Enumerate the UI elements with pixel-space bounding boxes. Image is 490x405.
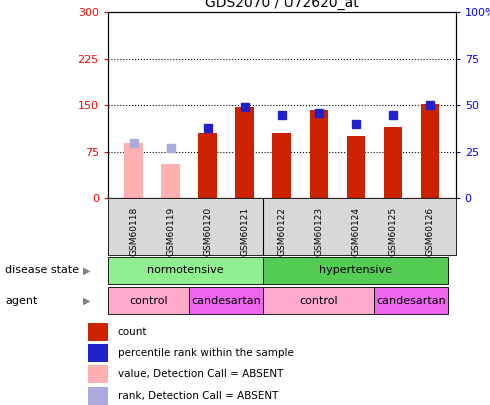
Bar xyxy=(88,344,108,362)
Bar xyxy=(272,133,291,198)
Text: GSM60123: GSM60123 xyxy=(314,207,323,256)
Bar xyxy=(346,136,365,198)
Text: candesartan: candesartan xyxy=(192,296,261,306)
Text: count: count xyxy=(118,327,147,337)
Bar xyxy=(236,107,254,198)
Text: hypertensive: hypertensive xyxy=(319,265,392,275)
Text: control: control xyxy=(299,296,338,306)
Text: GSM60126: GSM60126 xyxy=(425,207,434,256)
Title: GDS2070 / U72620_at: GDS2070 / U72620_at xyxy=(205,0,359,10)
Bar xyxy=(198,133,217,198)
Text: ▶: ▶ xyxy=(83,296,91,306)
Bar xyxy=(263,257,448,284)
Bar xyxy=(384,127,402,198)
Bar xyxy=(420,104,439,198)
Bar xyxy=(124,143,143,198)
Text: ▶: ▶ xyxy=(83,265,91,275)
Bar xyxy=(263,287,374,314)
Bar xyxy=(88,387,108,405)
Bar xyxy=(374,287,448,314)
Text: GSM60119: GSM60119 xyxy=(166,207,175,256)
Text: GSM60118: GSM60118 xyxy=(129,207,138,256)
Bar xyxy=(310,110,328,198)
Text: GSM60124: GSM60124 xyxy=(351,207,360,256)
Text: GSM60122: GSM60122 xyxy=(277,207,286,256)
Text: control: control xyxy=(129,296,168,306)
Bar xyxy=(189,287,263,314)
Text: candesartan: candesartan xyxy=(376,296,446,306)
Text: agent: agent xyxy=(5,296,37,306)
Text: GSM60120: GSM60120 xyxy=(203,207,212,256)
Text: disease state: disease state xyxy=(5,265,79,275)
Text: value, Detection Call = ABSENT: value, Detection Call = ABSENT xyxy=(118,369,283,379)
Bar xyxy=(88,323,108,341)
Text: GSM60125: GSM60125 xyxy=(388,207,397,256)
Text: normotensive: normotensive xyxy=(147,265,224,275)
Bar xyxy=(108,257,263,284)
Bar xyxy=(88,365,108,383)
Text: percentile rank within the sample: percentile rank within the sample xyxy=(118,348,294,358)
Bar xyxy=(108,287,189,314)
Text: rank, Detection Call = ABSENT: rank, Detection Call = ABSENT xyxy=(118,391,278,401)
Text: GSM60121: GSM60121 xyxy=(240,207,249,256)
Bar xyxy=(162,164,180,198)
